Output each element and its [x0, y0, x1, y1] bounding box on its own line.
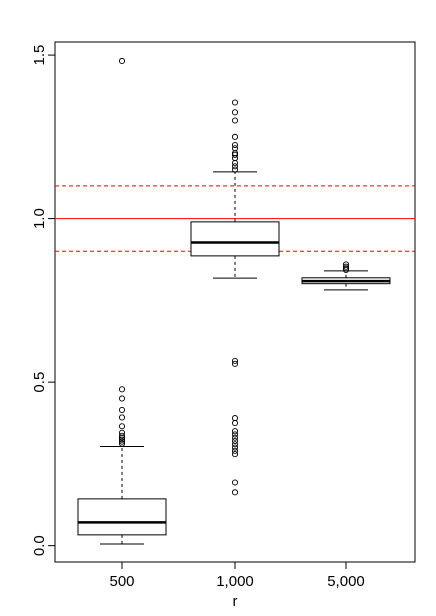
- outlier-point: [231, 437, 239, 445]
- y-axis: 0.0 0.5 1.0 1.5: [31, 45, 55, 556]
- outlier-point: [231, 357, 239, 364]
- outlier-point: [231, 163, 239, 170]
- box-3: [301, 261, 391, 291]
- outlier-point: [118, 440, 126, 447]
- outlier-point: [231, 419, 239, 427]
- x-tick-label: 5,000: [327, 573, 365, 590]
- outlier-point: [231, 428, 239, 435]
- outlier-point: [231, 447, 239, 454]
- reference-lines: [55, 185, 415, 252]
- outlier-point: [231, 360, 239, 367]
- outlier-point: [231, 133, 239, 140]
- outlier-point: [231, 151, 239, 158]
- outlier-point: [231, 451, 239, 458]
- x-tick-label: 500: [109, 573, 134, 590]
- box-1: [77, 57, 167, 545]
- y-tick-label: 0.5: [31, 372, 48, 393]
- outlier-point: [118, 57, 126, 65]
- box-2: [190, 99, 280, 496]
- outlier-point: [231, 434, 239, 441]
- outlier-point: [231, 117, 239, 124]
- outlier-point: [231, 431, 239, 438]
- outlier-point: [231, 444, 239, 451]
- y-tick-label: 1.5: [31, 45, 48, 66]
- box-iqr: [190, 221, 280, 257]
- outlier-point: [231, 441, 239, 448]
- outlier-point: [231, 166, 239, 173]
- outlier-point: [231, 415, 239, 422]
- outlier-point: [342, 265, 350, 272]
- outlier-point: [118, 436, 126, 443]
- outlier-point: [118, 429, 126, 436]
- box-iqr: [77, 498, 167, 536]
- outlier-point: [118, 406, 126, 413]
- y-tick-label: 1.0: [31, 208, 48, 229]
- outlier-point: [342, 263, 350, 270]
- x-tick-label: 1,000: [216, 573, 254, 590]
- outlier-point: [118, 395, 126, 402]
- x-axis: 500 1,000 5,000: [109, 562, 365, 590]
- outlier-point: [231, 145, 239, 152]
- outlier-point: [118, 386, 126, 393]
- outlier-point: [231, 479, 239, 486]
- boxes: [77, 57, 391, 545]
- outlier-point: [118, 432, 126, 439]
- outlier-point: [231, 489, 239, 496]
- outlier-point: [231, 141, 239, 149]
- outlier-point: [118, 414, 126, 421]
- outlier-point: [118, 423, 126, 430]
- x-axis-title: r: [233, 593, 238, 610]
- outlier-point: [231, 99, 239, 106]
- outlier-point: [118, 438, 126, 445]
- y-tick-label: 0.0: [31, 535, 48, 556]
- outlier-point: [342, 261, 350, 268]
- outlier-point: [231, 109, 239, 116]
- plot-frame: [54, 41, 416, 563]
- outlier-point: [231, 159, 239, 167]
